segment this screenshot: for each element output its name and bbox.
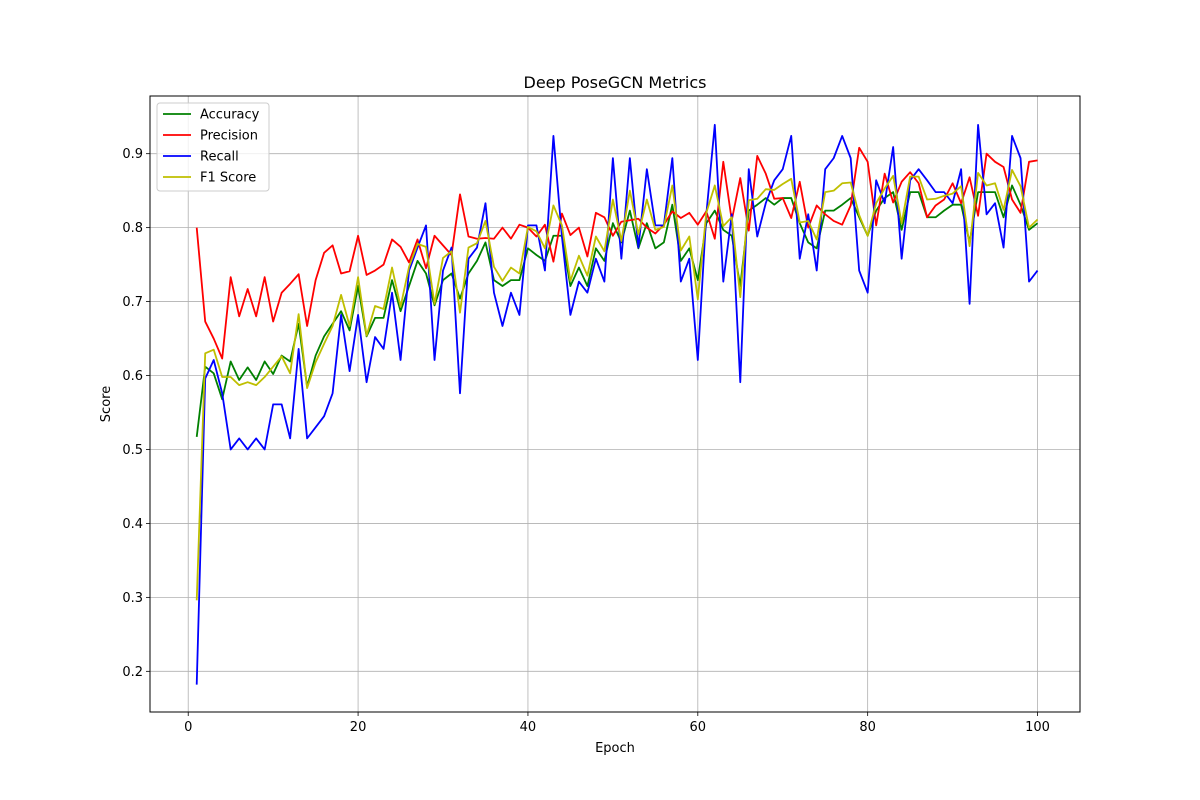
plot-frame <box>149 95 1081 713</box>
y-tick-label: 0.9 <box>122 147 143 162</box>
x-tick-label: 60 <box>690 720 707 735</box>
legend-label-recall: Recall <box>200 150 239 165</box>
series-lines <box>195 123 1039 685</box>
x-tick-label: 0 <box>184 720 192 735</box>
x-tick-label: 80 <box>859 720 876 735</box>
y-tick-label: 0.6 <box>122 369 143 384</box>
x-tick-label: 40 <box>520 720 537 735</box>
y-tick-label: 0.2 <box>122 665 143 680</box>
y-tick-label: 0.5 <box>122 443 143 458</box>
legend-box <box>156 102 270 192</box>
x-tick-label: 100 <box>1025 720 1050 735</box>
legend-label-accuracy: Accuracy <box>200 108 260 123</box>
y-tick-label: 0.4 <box>122 517 143 532</box>
legend-label-precision: Precision <box>200 129 258 144</box>
axis-ticks: 0 20 40 60 80 100 0.2 0.3 0.4 0.5 0.6 0.7 0.8 0.9 <box>122 147 1050 735</box>
series-line-f1-score <box>195 169 1039 601</box>
grid <box>150 96 1080 712</box>
legend-label-f1-score: F1 Score <box>200 171 256 186</box>
y-tick-label: 0.3 <box>122 591 143 606</box>
chart-title: Deep PoseGCN Metrics <box>524 73 707 92</box>
y-axis-label: Score <box>99 386 114 422</box>
y-tick-label: 0.8 <box>122 221 143 236</box>
x-tick-label: 20 <box>350 720 367 735</box>
x-axis-label: Epoch <box>595 741 635 756</box>
y-tick-label: 0.7 <box>122 295 143 310</box>
legend: Accuracy Precision Recall F1 Score <box>156 102 270 192</box>
